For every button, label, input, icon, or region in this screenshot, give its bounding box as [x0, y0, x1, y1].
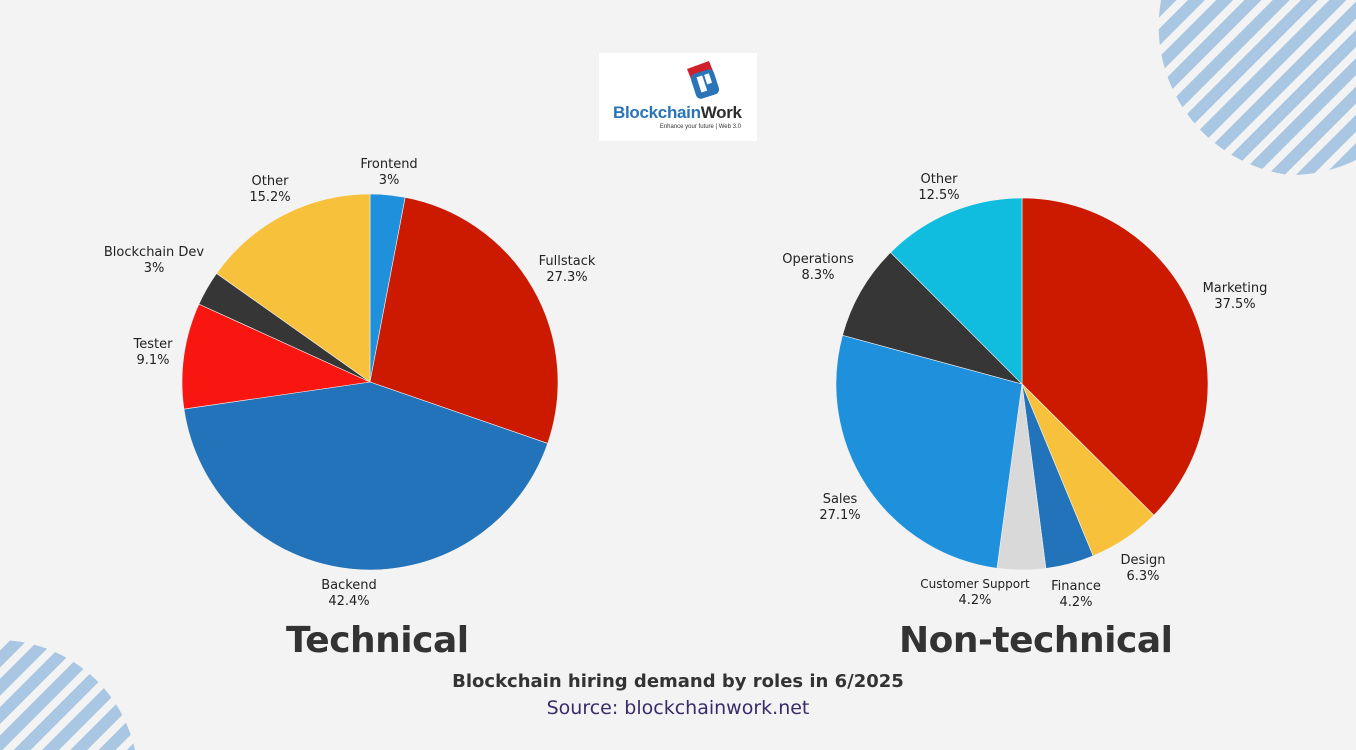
- slice-label-tester: Tester: [133, 337, 174, 352]
- slice-label-sales: Sales: [823, 492, 858, 507]
- blockchainwork-logo: BlockchainWork Enhance your future | Web…: [599, 53, 757, 141]
- slice-label-other: Other: [921, 172, 959, 187]
- blockchainwork-logo-icon: [687, 61, 720, 99]
- slice-value-tester: 9.1%: [136, 353, 169, 368]
- slice-label-finance: Finance: [1051, 579, 1101, 594]
- slice-label-operations: Operations: [782, 252, 854, 267]
- pie-slice-backend: [183, 381, 549, 571]
- slice-value-frontend: 3%: [379, 173, 400, 188]
- slice-value-other: 12.5%: [918, 188, 959, 203]
- pie-slice-operations: [842, 251, 1024, 385]
- slice-value-finance: 4.2%: [1059, 595, 1092, 610]
- logo-tagline: Enhance your future | Web 3.0: [659, 124, 741, 130]
- slice-value-fullstack: 27.3%: [546, 270, 587, 285]
- slice-label-customer-support: Customer Support: [920, 577, 1030, 591]
- pie-non-technical: Marketing37.5%Design6.3%Finance4.2%Custo…: [782, 172, 1267, 610]
- slice-value-backend: 42.4%: [328, 594, 369, 609]
- slice-value-design: 6.3%: [1126, 569, 1159, 584]
- slice-value-blockchain-dev: 3%: [144, 261, 165, 276]
- slice-label-blockchain-dev: Blockchain Dev: [104, 245, 205, 260]
- slice-value-customer-support: 4.2%: [958, 593, 991, 608]
- slice-value-operations: 8.3%: [801, 268, 834, 283]
- slice-label-backend: Backend: [321, 578, 377, 593]
- slice-label-marketing: Marketing: [1203, 281, 1268, 296]
- pie-slice-sales: [835, 334, 1023, 569]
- pie-slice-other: [890, 197, 1023, 385]
- logo-wordmark: BlockchainWork: [613, 103, 742, 123]
- decor-striped-circle-bottom-left: [0, 640, 135, 750]
- decor-striped-circle-top-right: [1158, 0, 1356, 176]
- chart-caption-title: Blockchain hiring demand by roles in 6/2…: [452, 671, 904, 692]
- pie-slice-marketing: [1021, 197, 1209, 516]
- slice-label-other: Other: [252, 174, 290, 189]
- slice-value-other: 15.2%: [249, 190, 290, 205]
- pie-title-technical: Technical: [286, 620, 469, 661]
- slice-value-marketing: 37.5%: [1214, 297, 1255, 312]
- slice-value-sales: 27.1%: [819, 508, 860, 523]
- pie-slice-other: [216, 193, 371, 383]
- pie-title-non-technical: Non-technical: [899, 620, 1173, 661]
- logo-brand-part1: Blockchain: [613, 103, 701, 122]
- pie-slice-tester: [181, 303, 372, 410]
- slice-label-frontend: Frontend: [360, 157, 417, 172]
- pie-slice-fullstack: [369, 196, 559, 444]
- chart-caption-source: Source: blockchainwork.net: [546, 697, 810, 719]
- logo-brand-part2: Work: [700, 103, 742, 122]
- pie-technical: Frontend3%Fullstack27.3%Backend42.4%Test…: [104, 157, 596, 609]
- slice-label-fullstack: Fullstack: [539, 254, 596, 269]
- slice-label-design: Design: [1121, 553, 1166, 568]
